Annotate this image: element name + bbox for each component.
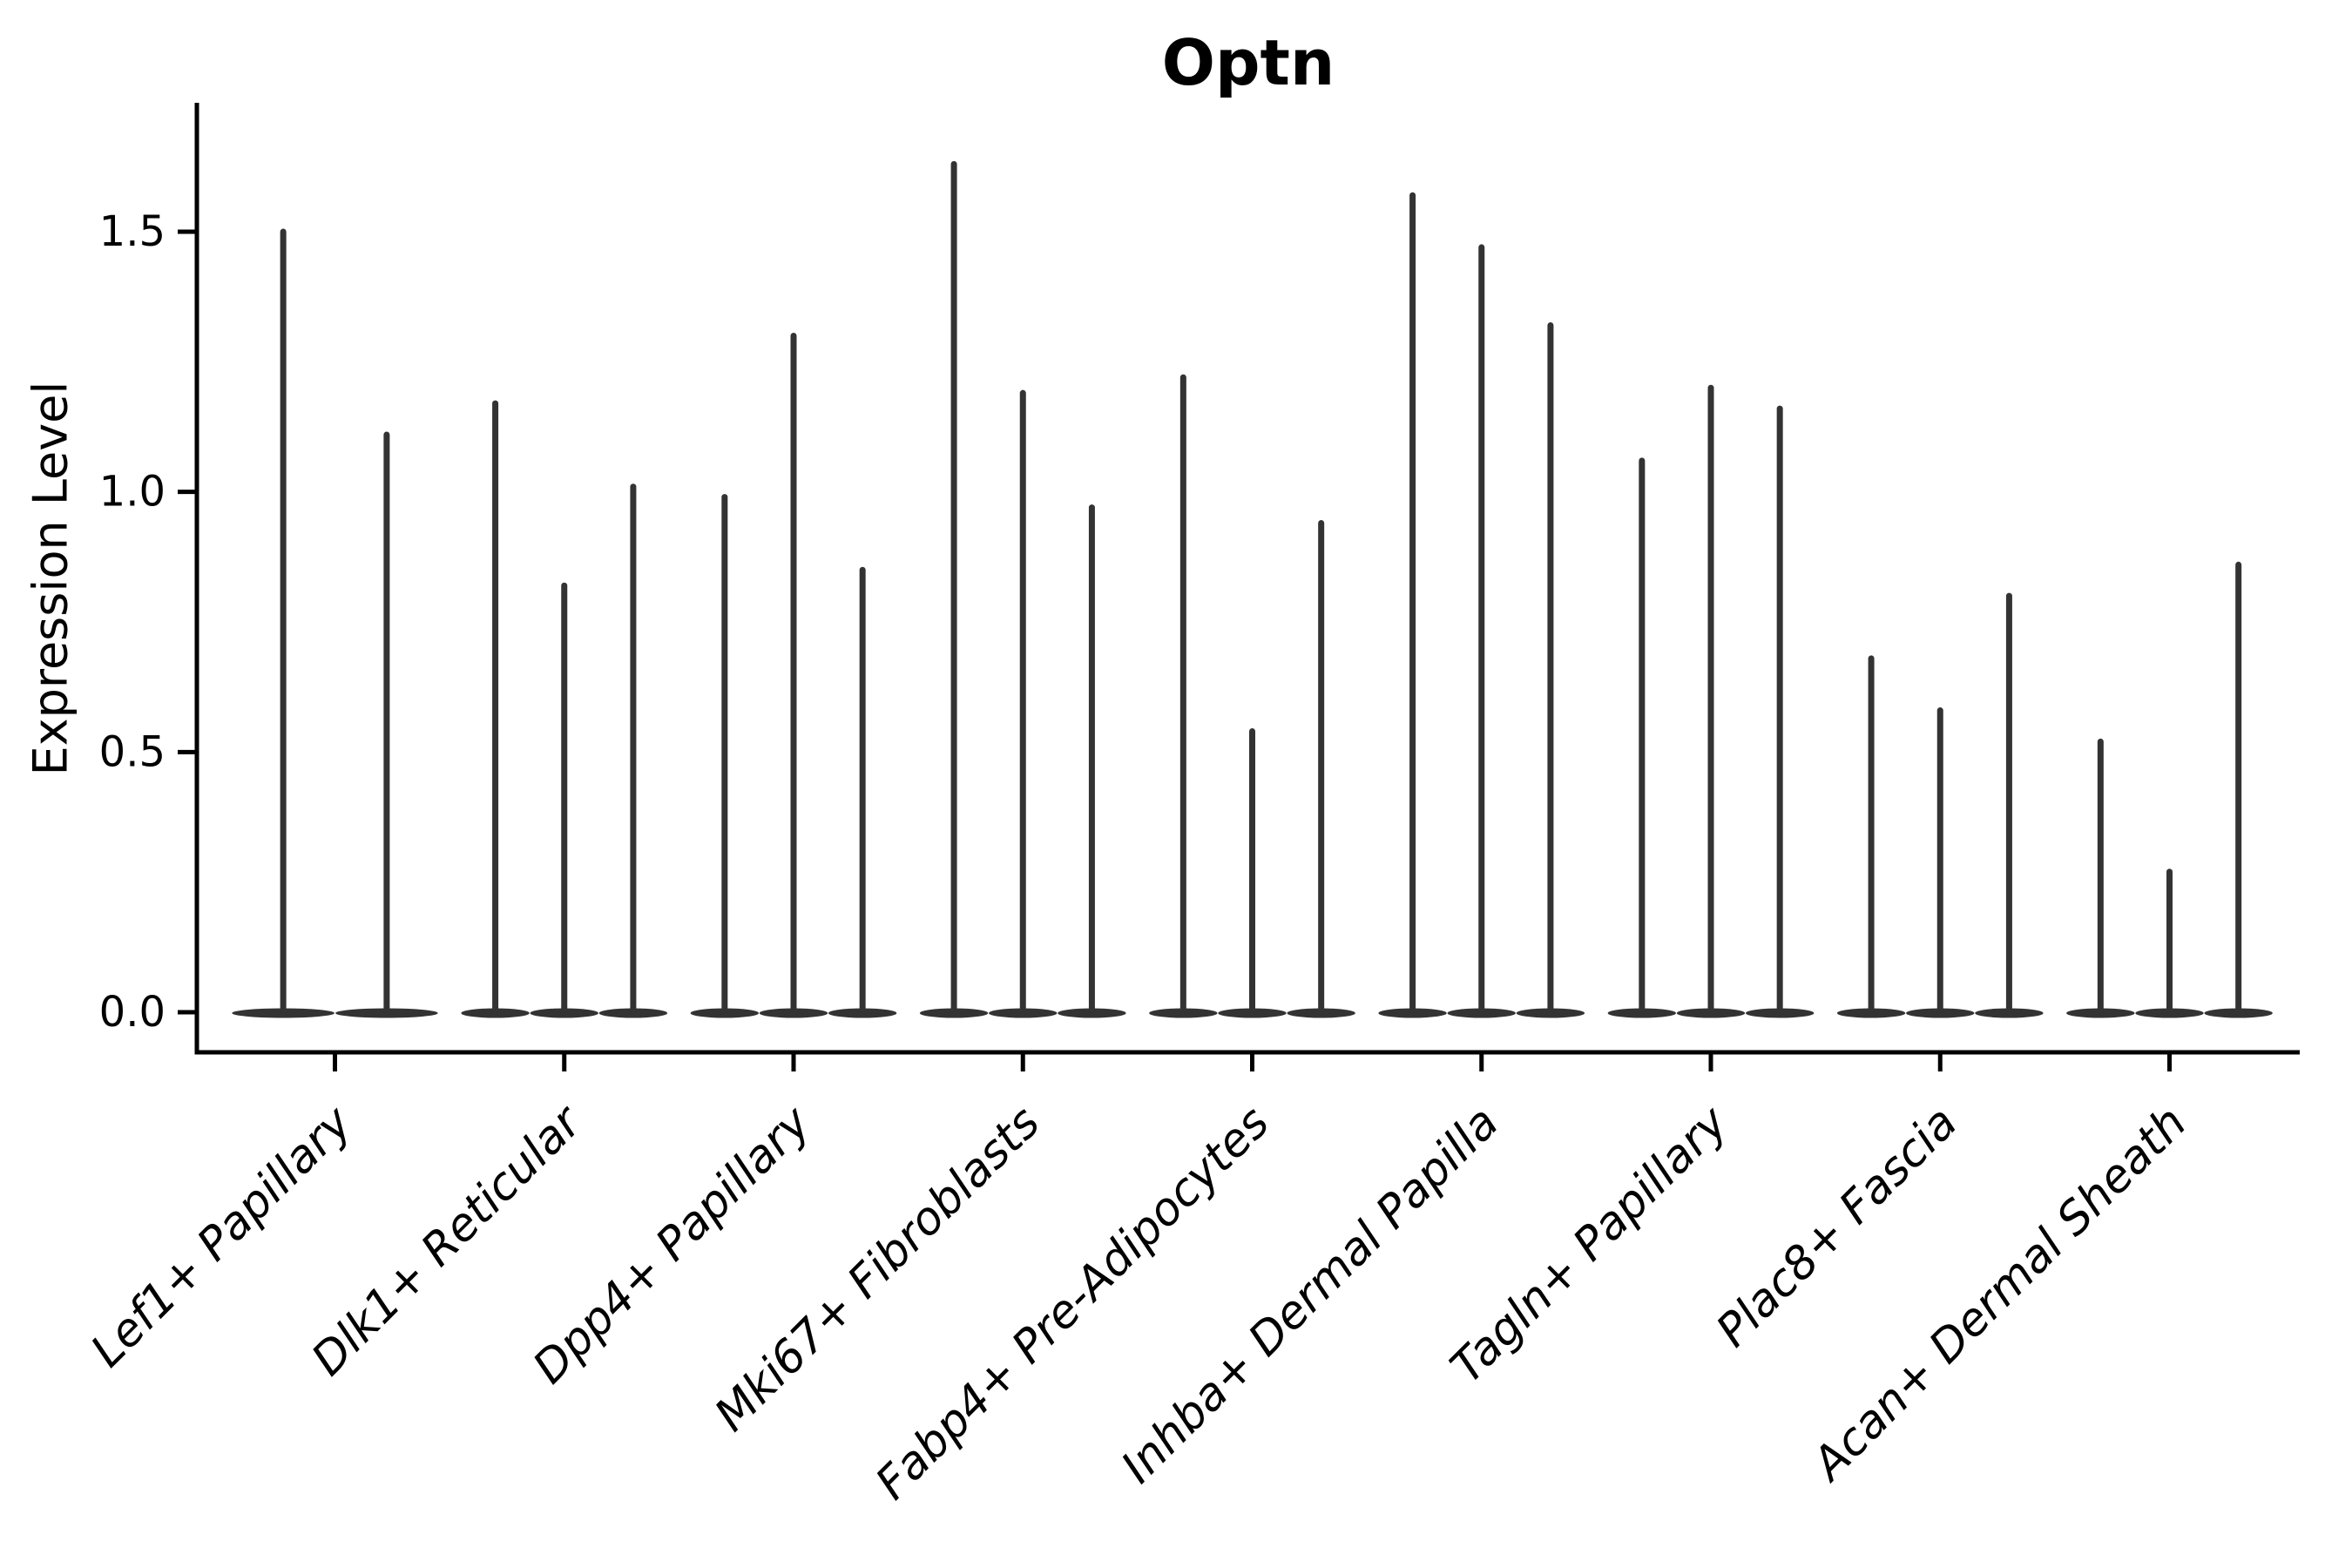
violin-group: [690, 332, 897, 1018]
y-tick-label: 0.5: [99, 727, 166, 776]
x-tick-label: Inhba+ Dermal Papilla: [1112, 1097, 1509, 1494]
y-tick-label: 0.0: [99, 988, 166, 1037]
y-tick-label: 1.0: [99, 468, 166, 517]
violin-group: [1378, 192, 1585, 1018]
violin-group: [1836, 592, 2044, 1018]
x-tick-label: Plac8+ Fascia: [1707, 1097, 1967, 1357]
x-tick-label: Acan+ Dermal Sheath: [1801, 1097, 2197, 1492]
violin-group: [1149, 374, 1355, 1018]
x-tick-label: Fabp4+ Pre-Adipocytes: [866, 1097, 1280, 1511]
violin-group: [1607, 384, 1815, 1018]
violin-group: [232, 228, 438, 1018]
violin-group: [2066, 561, 2273, 1018]
chart-title: Optn: [1161, 26, 1335, 99]
y-tick-label: 1.5: [99, 207, 166, 256]
violin-group: [919, 160, 1126, 1018]
violin-group: [461, 400, 668, 1018]
